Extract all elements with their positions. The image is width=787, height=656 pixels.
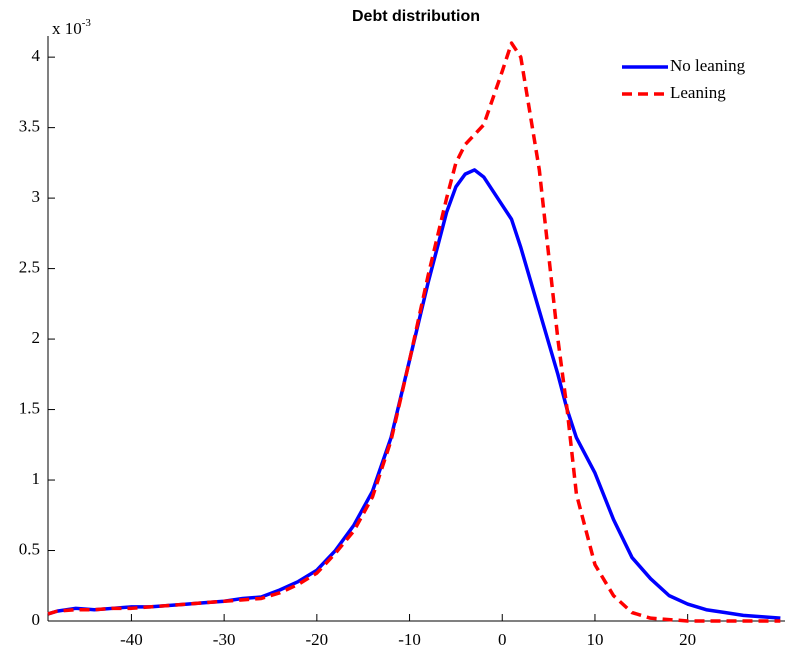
y-tick-label: 1: [32, 469, 41, 488]
x-tick-label: -40: [120, 630, 143, 649]
legend-label: No leaning: [670, 56, 746, 75]
y-multiplier-exponent: -3: [82, 17, 92, 29]
y-multiplier-base: x 10: [52, 19, 82, 38]
legend-label: Leaning: [670, 83, 726, 102]
chart-title: Debt distribution: [352, 8, 480, 25]
x-tick-label: -10: [398, 630, 421, 649]
series-line: [47, 168, 781, 620]
y-tick-label: 0: [32, 610, 41, 629]
y-tick-label: 4: [32, 46, 41, 65]
y-tick-label: 0.5: [19, 539, 40, 558]
x-tick-label: -30: [213, 630, 236, 649]
x-tick-label: 20: [679, 630, 696, 649]
y-tick-label: 1.5: [19, 398, 40, 417]
y-multiplier: x 10-3: [52, 17, 91, 38]
x-tick-label: 0: [498, 630, 507, 649]
y-tick-label: 3: [32, 187, 41, 206]
x-tick-label: 10: [586, 630, 603, 649]
y-tick-label: 2.5: [19, 257, 40, 276]
y-tick-label: 2: [32, 328, 41, 347]
series-line: [47, 41, 781, 623]
y-tick-label: 3.5: [19, 117, 40, 136]
x-tick-label: -20: [306, 630, 329, 649]
